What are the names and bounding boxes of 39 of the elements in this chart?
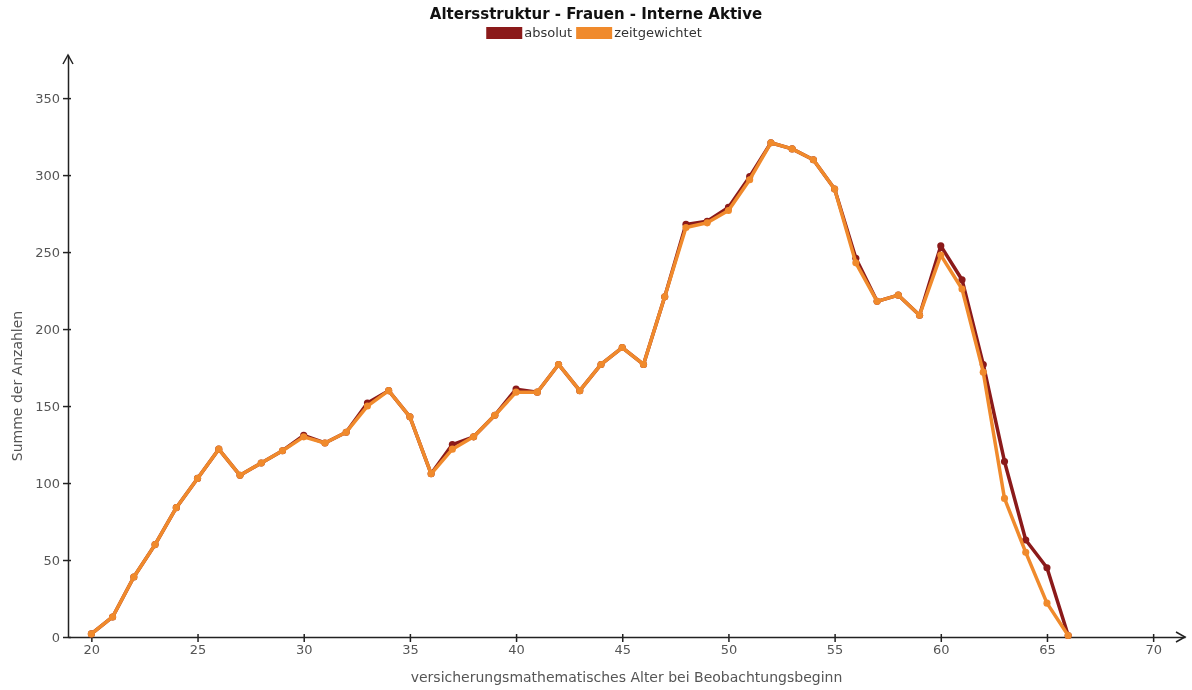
x-tick-label: 45 [614, 642, 632, 658]
point [448, 445, 456, 453]
point [979, 368, 987, 376]
y-tick-label: 200 [35, 321, 60, 337]
point [724, 206, 732, 215]
point [958, 276, 966, 284]
point [937, 251, 945, 259]
point [937, 242, 945, 250]
x-tick-label: 25 [189, 642, 207, 658]
x-tick-label: 55 [826, 642, 844, 658]
point [1022, 536, 1030, 544]
x-tick-label: 60 [933, 642, 950, 658]
point [682, 223, 690, 232]
y-tick-label: 100 [35, 475, 60, 491]
point [1022, 548, 1030, 556]
x-tick-label: 70 [1145, 642, 1162, 658]
x-tick-label: 30 [295, 642, 313, 658]
chart-title: Altersstruktur - Frauen - Interne Aktive [429, 5, 763, 23]
x-tick-label: 35 [402, 642, 419, 658]
y-axis-title: Summe der Anzahlen [9, 310, 25, 462]
point [1043, 564, 1051, 572]
y-tick-label: 0 [51, 629, 60, 645]
point [1000, 457, 1009, 466]
point [852, 259, 860, 267]
x-tick-label: 40 [508, 642, 525, 658]
point [1000, 494, 1009, 502]
y-tick-label: 50 [43, 552, 60, 568]
point [958, 285, 966, 293]
point [1043, 599, 1051, 607]
x-axis-title: versicherungsmathematisches Alter bei Beobachtungsbeginn [410, 669, 843, 685]
y-tick-label: 300 [35, 167, 60, 183]
x-tick-label: 20 [83, 642, 101, 658]
x-tick-label: 50 [720, 642, 738, 658]
legend-label: zeitgewichtet [614, 25, 702, 40]
y-tick-label: 250 [35, 244, 60, 260]
x-tick-label: 65 [1039, 642, 1056, 658]
y-tick-label: 150 [35, 398, 60, 414]
legend-label: absolut [524, 25, 573, 40]
y-tick-label: 350 [35, 90, 60, 106]
